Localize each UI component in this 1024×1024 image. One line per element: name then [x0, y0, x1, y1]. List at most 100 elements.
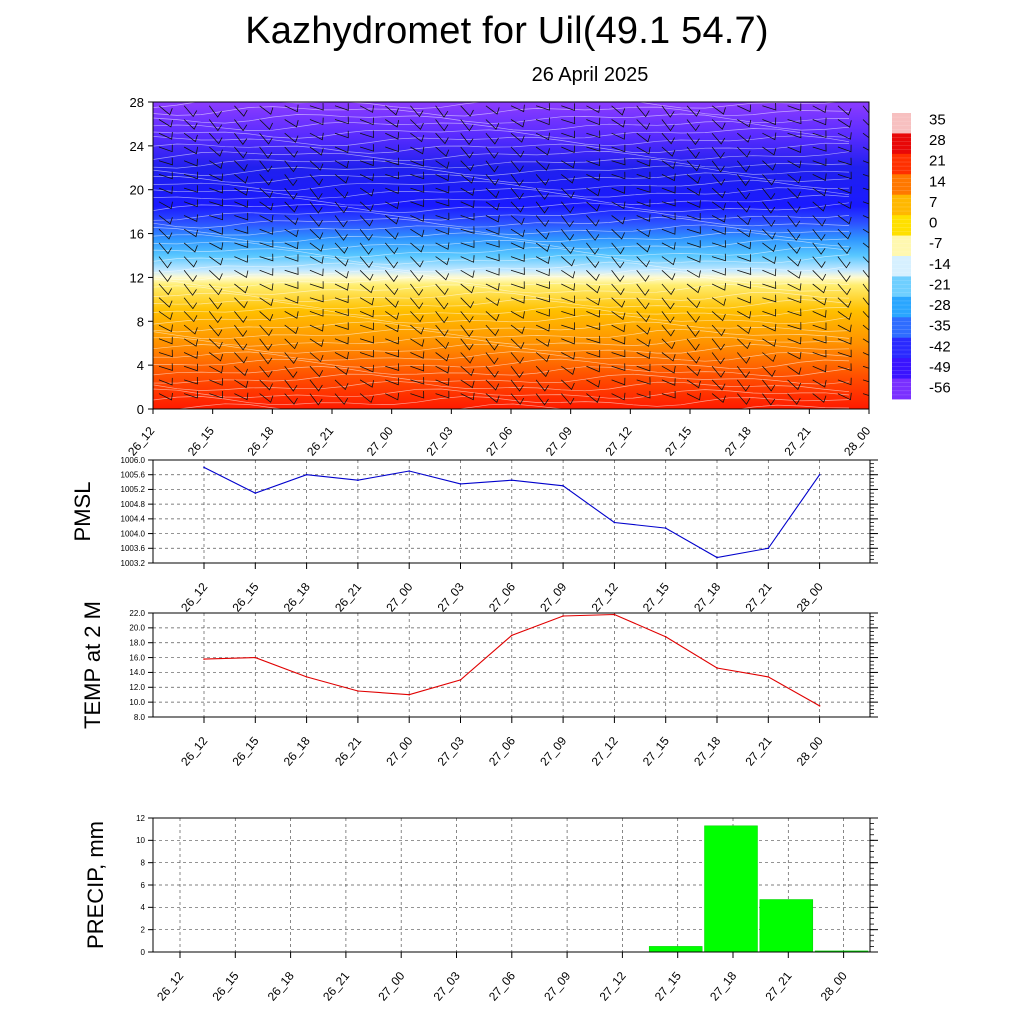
wind-barb: [485, 105, 500, 115]
wind-barb: [234, 132, 248, 146]
wind-barb: [611, 377, 626, 386]
wind-barb: [787, 322, 802, 330]
x-tick-label: 27_09: [537, 734, 569, 769]
wind-barb: [183, 119, 198, 130]
x-tick-label: 27_12: [589, 734, 621, 769]
contour-line: [153, 102, 842, 109]
wind-barb: [636, 146, 651, 155]
wind-barb: [636, 119, 651, 130]
wind-barb: [862, 324, 869, 331]
wind-barb: [284, 241, 299, 250]
x-tick-label: 27_06: [486, 969, 518, 1004]
wind-barb: [234, 174, 249, 184]
wind-barb: [259, 160, 273, 173]
wind-barb: [535, 379, 549, 392]
contour-line: [153, 142, 850, 154]
wind-barb: [586, 297, 601, 306]
wind-barb: [410, 199, 425, 207]
wind-barb: [334, 160, 349, 169]
data-point: [716, 556, 718, 559]
panel-frame: [152, 612, 871, 718]
wind-barb: [586, 130, 601, 139]
y-tick-label: 12.0: [129, 683, 145, 692]
wind-barb: [183, 132, 198, 143]
wind-barb: [711, 105, 726, 115]
heatmap-x-tick-label: 26_21: [304, 424, 336, 459]
wind-barb: [385, 119, 400, 128]
wind-barb: [309, 146, 324, 156]
panel-3: 8.0 10.0 12.0 14.0 16.0 18.0 20.0 22.0 26_12 26_1…: [80, 601, 878, 768]
wind-barb: [586, 215, 600, 227]
wind-barb: [862, 119, 869, 127]
heatmap-x-tick-label: 26_12: [125, 424, 157, 459]
wind-barb: [711, 338, 725, 351]
wind-barb: [259, 214, 274, 223]
wind-barb: [636, 256, 650, 268]
wind-barb: [812, 379, 827, 388]
wind-barb: [334, 269, 349, 279]
wind-barb: [284, 201, 298, 213]
wind-barb: [234, 255, 249, 263]
wind-barb: [385, 144, 399, 153]
wind-barb: [309, 132, 324, 141]
wind-barb: [661, 227, 676, 235]
contour-line: [153, 291, 850, 303]
wind-barb: [485, 311, 500, 322]
contour-line: [153, 232, 850, 244]
wind-barb: [510, 215, 525, 226]
data-point: [818, 705, 821, 707]
wind-barb: [812, 335, 827, 344]
wind-barb: [561, 308, 576, 317]
wind-barb: [837, 297, 852, 308]
wind-barb: [359, 379, 374, 388]
wind-barb: [661, 132, 675, 145]
wind-barb: [586, 379, 601, 388]
x-tick-label: 27_18: [691, 734, 723, 769]
wind-barb: [284, 352, 298, 364]
wind-barb: [284, 187, 298, 200]
wind-barb: [385, 132, 400, 140]
wind-barb: [158, 363, 173, 371]
wind-barb: [711, 379, 726, 391]
wind-barb: [435, 365, 450, 374]
wind-barb: [535, 201, 549, 214]
wind-barb: [284, 119, 299, 128]
colorbar-label: -56: [929, 380, 951, 397]
x-tick-label: 27_09: [537, 580, 569, 615]
wind-barb: [334, 201, 348, 214]
wind-barb: [460, 392, 475, 401]
colorbar-swatch: [892, 113, 911, 134]
wind-barb: [736, 160, 751, 173]
wind-barb: [208, 324, 223, 337]
y-tick-label: 8: [141, 858, 146, 867]
wind-barb: [787, 215, 801, 228]
y-tick-label: 14.0: [129, 668, 145, 677]
wind-barb: [837, 283, 851, 296]
y-tick-label: 1004.8: [121, 500, 146, 509]
y-tick-label: 18.0: [129, 639, 145, 648]
wind-barb: [711, 215, 726, 223]
wind-barb: [636, 228, 651, 238]
heatmap-y-tick-label: 28: [130, 95, 144, 110]
wind-barb: [686, 283, 701, 294]
wind-barb: [334, 322, 349, 330]
contour-line: [153, 194, 850, 206]
wind-barb: [812, 364, 827, 373]
wind-barb: [384, 256, 399, 269]
wind-barb: [334, 379, 349, 391]
wind-barb: [611, 228, 625, 240]
wind-barb: [183, 363, 198, 372]
contour-line: [153, 172, 850, 184]
wind-barb: [410, 132, 425, 143]
wind-barb: [611, 132, 626, 140]
wind-barb: [837, 324, 852, 333]
x-tick-label: 26_12: [178, 580, 210, 615]
data-point: [767, 676, 770, 678]
wind-barb: [158, 215, 173, 225]
wind-barb: [158, 105, 173, 116]
wind-barb: [711, 297, 726, 307]
wind-barb: [334, 242, 349, 254]
wind-barb: [636, 390, 651, 399]
wind-barb: [359, 364, 374, 373]
wind-barb: [485, 253, 500, 262]
